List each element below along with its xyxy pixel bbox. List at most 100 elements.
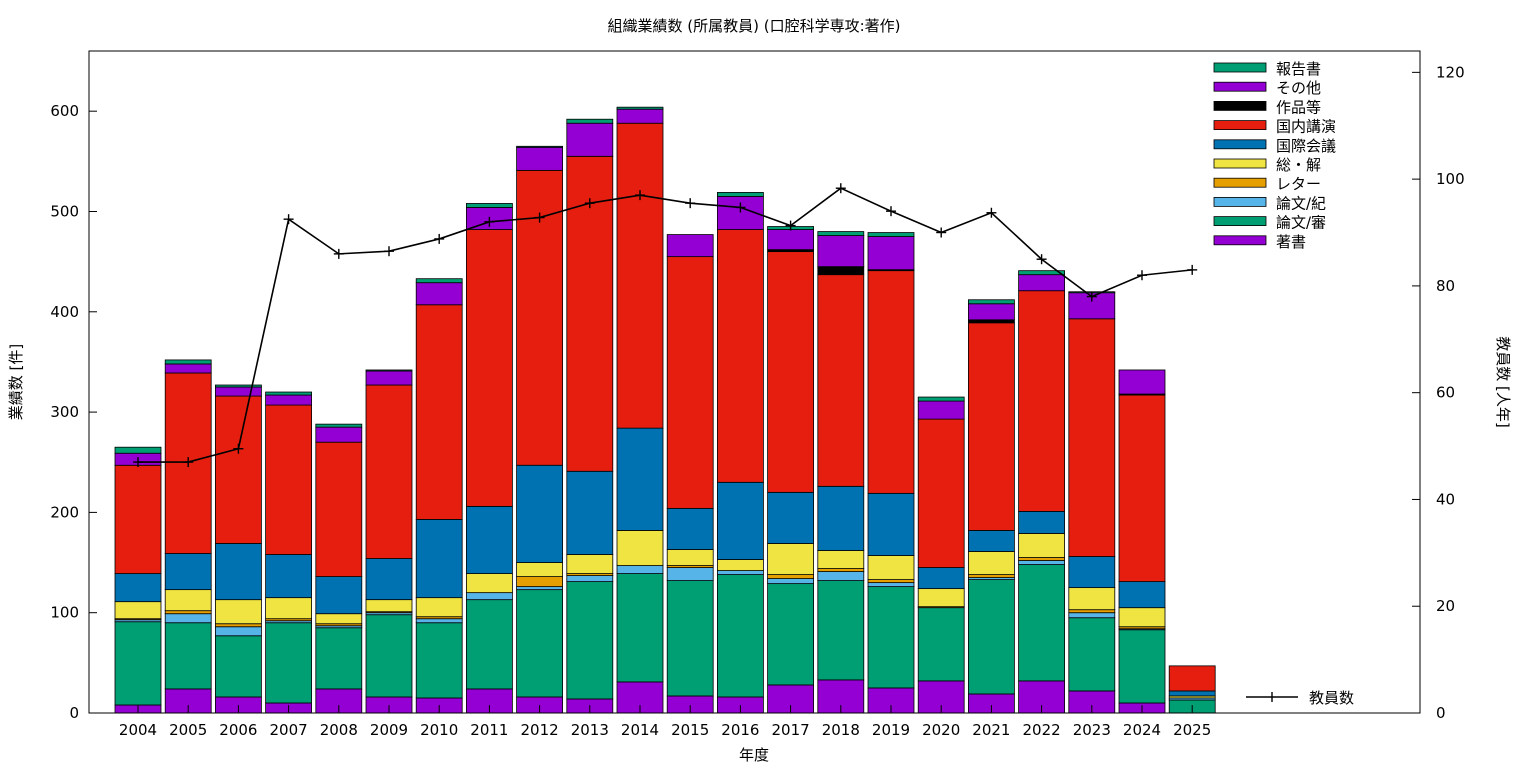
bar-segment-2017-3	[767, 574, 814, 579]
bar-segment-2023-5	[1068, 556, 1116, 589]
bar-segment-2004-6	[114, 464, 162, 574]
legend-label: 国際会議	[1276, 137, 1336, 155]
bar-segment-2010-6	[415, 304, 463, 520]
y2-tick-label: 100	[1436, 170, 1465, 188]
legend-label: レター	[1276, 175, 1321, 193]
legend-swatch	[1213, 101, 1267, 111]
y2-tick-label: 120	[1436, 63, 1465, 81]
legend-swatch	[1213, 120, 1267, 130]
line-point-2017	[785, 220, 796, 231]
bar-segment-2019-9	[867, 232, 915, 237]
bar-segment-2014-5	[616, 427, 664, 531]
bar-segment-2006-8	[214, 386, 262, 397]
x-tick-label: 2016	[721, 721, 759, 739]
x-tick-label: 2010	[420, 721, 458, 739]
bar-segment-2015-8	[666, 234, 714, 258]
bar-segment-2014-6	[616, 122, 664, 429]
bar-segment-2022-4	[1018, 533, 1065, 558]
bar-segment-2010-2	[415, 618, 463, 624]
bar-segment-2022-2	[1018, 560, 1065, 565]
legend-swatch	[1213, 62, 1267, 73]
bar-segment-2005-2	[164, 613, 212, 624]
legend-item: 著書	[1213, 233, 1306, 251]
bar-segment-2006-4	[214, 599, 262, 625]
bar-segment-2004-9	[114, 446, 162, 454]
bar-segment-2020-6	[917, 418, 965, 568]
bar-segment-2018-2	[817, 571, 865, 582]
x-tick-label: 2024	[1123, 721, 1161, 739]
bar-segment-2017-1	[767, 583, 814, 686]
line-point-2008	[333, 248, 344, 259]
line-point-2024	[1137, 270, 1147, 281]
x-tick-label: 2025	[1173, 721, 1211, 739]
bar-segment-2017-6	[767, 251, 814, 493]
bar-segment-2012-1	[516, 589, 563, 698]
bar-segment-2016-1	[717, 574, 764, 698]
legend-item: 国内講演	[1213, 118, 1336, 136]
bar-segment-2016-9	[717, 192, 764, 197]
bar-segment-2005-4	[164, 589, 212, 612]
bar-segment-2022-6	[1018, 290, 1065, 512]
bars-layer	[114, 106, 1216, 714]
bar-segment-2016-6	[717, 229, 764, 483]
x-tick-label: 2013	[571, 721, 609, 739]
bar-segment-2011-1	[465, 599, 513, 690]
bar-segment-2005-5	[164, 553, 212, 591]
x-tick-label: 2008	[320, 721, 358, 739]
bar-segment-2009-8	[365, 370, 413, 386]
bar-segment-2018-7	[817, 266, 865, 276]
legend-item: レター	[1213, 175, 1321, 193]
bar-segment-2012-8	[516, 146, 563, 171]
bar-segment-2015-5	[666, 507, 714, 550]
legend-swatch	[1213, 216, 1267, 227]
bar-segment-2007-4	[265, 597, 313, 620]
line-point-2007	[283, 214, 294, 225]
bar-segment-2012-3	[516, 576, 563, 588]
legend-label: 論文/審	[1276, 214, 1326, 232]
bar-segment-2019-2	[867, 582, 915, 588]
bar-segment-2009-1	[365, 614, 413, 698]
bar-segment-2021-6	[968, 322, 1015, 531]
bar-segment-2005-8	[164, 363, 212, 374]
bar-segment-2011-2	[465, 592, 513, 601]
bar-segment-2009-6	[365, 384, 413, 559]
bar-segment-2010-5	[415, 519, 463, 599]
bar-segment-2014-2	[616, 565, 664, 574]
line-point-2012	[534, 212, 545, 223]
bar-segment-2024-6	[1118, 394, 1166, 583]
bar-segment-2022-5	[1018, 510, 1065, 534]
line-point-2019	[886, 206, 896, 217]
bar-segment-2008-8	[315, 426, 363, 443]
y-tick-label: 400	[50, 303, 79, 321]
bar-segment-2017-8	[767, 229, 814, 250]
bar-segment-2007-8	[265, 394, 313, 406]
y-tick-label: 600	[50, 102, 79, 120]
bar-segment-2015-6	[666, 256, 714, 509]
legend-label: 作品等	[1276, 98, 1321, 116]
legend-item: 総・解	[1213, 156, 1321, 174]
bar-segment-2021-9	[968, 299, 1015, 305]
bar-segment-2006-5	[214, 543, 262, 601]
bar-segment-2021-7	[968, 319, 1015, 324]
bar-segment-2021-8	[968, 303, 1015, 321]
legend-swatch	[1213, 158, 1267, 169]
y-tick-label: 200	[50, 503, 79, 521]
bar-segment-2017-5	[767, 491, 814, 544]
x-tick-label: 2005	[169, 721, 207, 739]
bar-segment-2010-9	[415, 278, 463, 284]
line-point-2021	[986, 207, 997, 218]
bar-segment-2014-4	[616, 530, 664, 566]
bar-segment-2012-5	[516, 464, 563, 563]
legend-item-line: 教員数	[1246, 689, 1354, 707]
bar-segment-2006-6	[214, 395, 262, 544]
legend-swatch	[1213, 177, 1267, 188]
bar-segment-2023-6	[1068, 318, 1116, 557]
bar-segment-2011-4	[465, 573, 513, 594]
bar-segment-2008-5	[315, 576, 363, 615]
bar-segment-2004-5	[114, 573, 162, 603]
legend-label: 総・解	[1276, 156, 1321, 174]
bar-segment-2012-4	[516, 562, 563, 577]
bar-segment-2005-3	[164, 610, 212, 615]
bar-segment-2022-9	[1018, 270, 1065, 276]
